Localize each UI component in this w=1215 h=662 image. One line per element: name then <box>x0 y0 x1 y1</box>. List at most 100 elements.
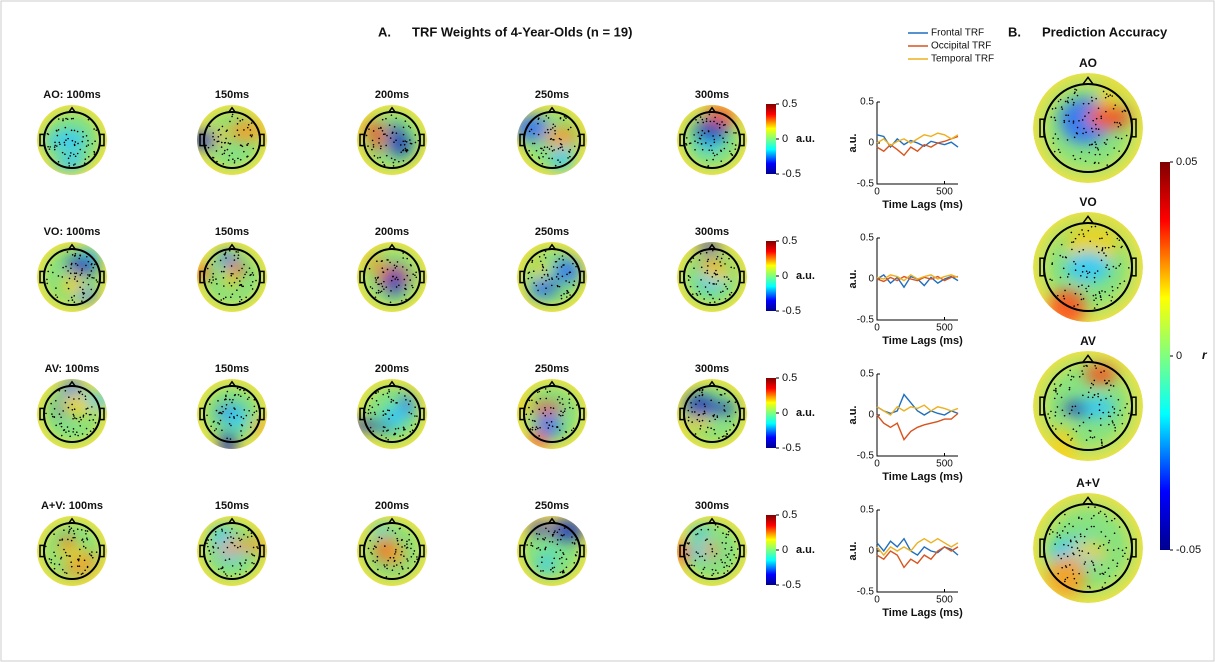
topo-blob <box>219 431 237 449</box>
electrode <box>728 565 731 568</box>
electrode <box>62 118 64 120</box>
electrode <box>544 293 547 295</box>
electrode <box>64 551 67 554</box>
electrode <box>395 548 397 551</box>
electrode <box>1113 532 1116 535</box>
electrode <box>1093 436 1096 438</box>
electrode <box>687 275 690 277</box>
electrode <box>224 149 226 152</box>
electrode <box>232 398 234 401</box>
electrode <box>1100 259 1103 262</box>
electrode <box>708 113 711 116</box>
y-tick-label: 0 <box>868 410 874 421</box>
electrode <box>1103 141 1106 144</box>
electrode <box>412 273 414 276</box>
electrode <box>1053 383 1056 385</box>
electrode <box>78 420 80 423</box>
electrode <box>85 412 88 415</box>
electrode <box>1090 225 1093 228</box>
electrode <box>90 288 93 291</box>
electrode <box>1082 394 1084 397</box>
electrode <box>207 545 209 548</box>
ear <box>39 544 45 558</box>
series-line <box>876 275 959 283</box>
electrode <box>221 528 223 531</box>
electrode <box>223 270 225 273</box>
electrode <box>1055 389 1057 392</box>
electrode <box>1088 429 1091 432</box>
electrode <box>538 435 540 437</box>
electrode <box>226 148 229 151</box>
electrode <box>77 565 79 568</box>
topo-label: AO: 100ms <box>43 89 100 101</box>
colorbar-tick-label: 0.5 <box>782 98 797 110</box>
topo-label: 150ms <box>215 226 249 238</box>
electrode <box>728 553 730 555</box>
electrode <box>715 269 717 272</box>
electrode <box>703 410 706 413</box>
electrode <box>70 539 73 542</box>
electrode <box>69 435 71 438</box>
electrode <box>245 414 248 417</box>
electrode <box>1074 405 1077 408</box>
electrode <box>59 539 61 541</box>
electrode <box>80 529 83 531</box>
electrode <box>717 572 719 574</box>
electrode <box>1109 415 1112 418</box>
electrode <box>1073 260 1075 263</box>
electrode <box>410 555 413 558</box>
electrode <box>707 528 710 531</box>
electrode <box>541 263 544 266</box>
nose <box>548 517 556 524</box>
electrode <box>240 434 243 437</box>
electrode <box>246 398 249 400</box>
electrode <box>537 118 540 121</box>
electrode <box>1097 107 1100 110</box>
electrode <box>384 565 386 568</box>
electrode <box>1123 109 1126 112</box>
electrode <box>72 530 75 532</box>
electrode <box>533 132 535 135</box>
electrode <box>227 159 230 161</box>
electrode <box>85 427 88 430</box>
electrode <box>416 556 418 558</box>
electrode <box>79 254 82 257</box>
electrode <box>237 393 240 396</box>
electrode <box>77 559 80 562</box>
electrode <box>222 277 225 279</box>
electrode <box>70 296 73 299</box>
electrode <box>715 258 718 260</box>
electrode <box>729 559 732 561</box>
electrode <box>726 288 729 290</box>
electrode <box>371 139 374 142</box>
electrode <box>84 529 87 532</box>
topo-blob <box>551 146 572 172</box>
electrode <box>704 539 707 542</box>
electrode <box>528 271 531 274</box>
electrode <box>220 270 223 273</box>
electrode <box>713 120 715 123</box>
electrode <box>689 285 692 288</box>
electrode <box>383 564 385 566</box>
electrode <box>371 397 374 400</box>
electrode <box>233 416 235 418</box>
electrode <box>1101 572 1104 575</box>
electrode <box>1052 531 1054 533</box>
electrode <box>1101 249 1103 252</box>
electrode <box>1075 89 1078 91</box>
electrode <box>402 252 404 254</box>
electrode <box>1082 102 1085 105</box>
electrode <box>388 124 391 126</box>
electrode <box>238 537 240 540</box>
electrode <box>392 556 395 559</box>
electrode <box>1117 137 1120 140</box>
electrode <box>569 155 571 158</box>
electrode <box>530 276 533 279</box>
electrode <box>53 551 55 554</box>
electrode <box>690 402 692 404</box>
y-tick-label: 0 <box>868 138 874 149</box>
electrode <box>694 559 697 562</box>
electrode <box>544 414 547 417</box>
electrode <box>247 142 249 145</box>
electrode <box>243 263 245 266</box>
